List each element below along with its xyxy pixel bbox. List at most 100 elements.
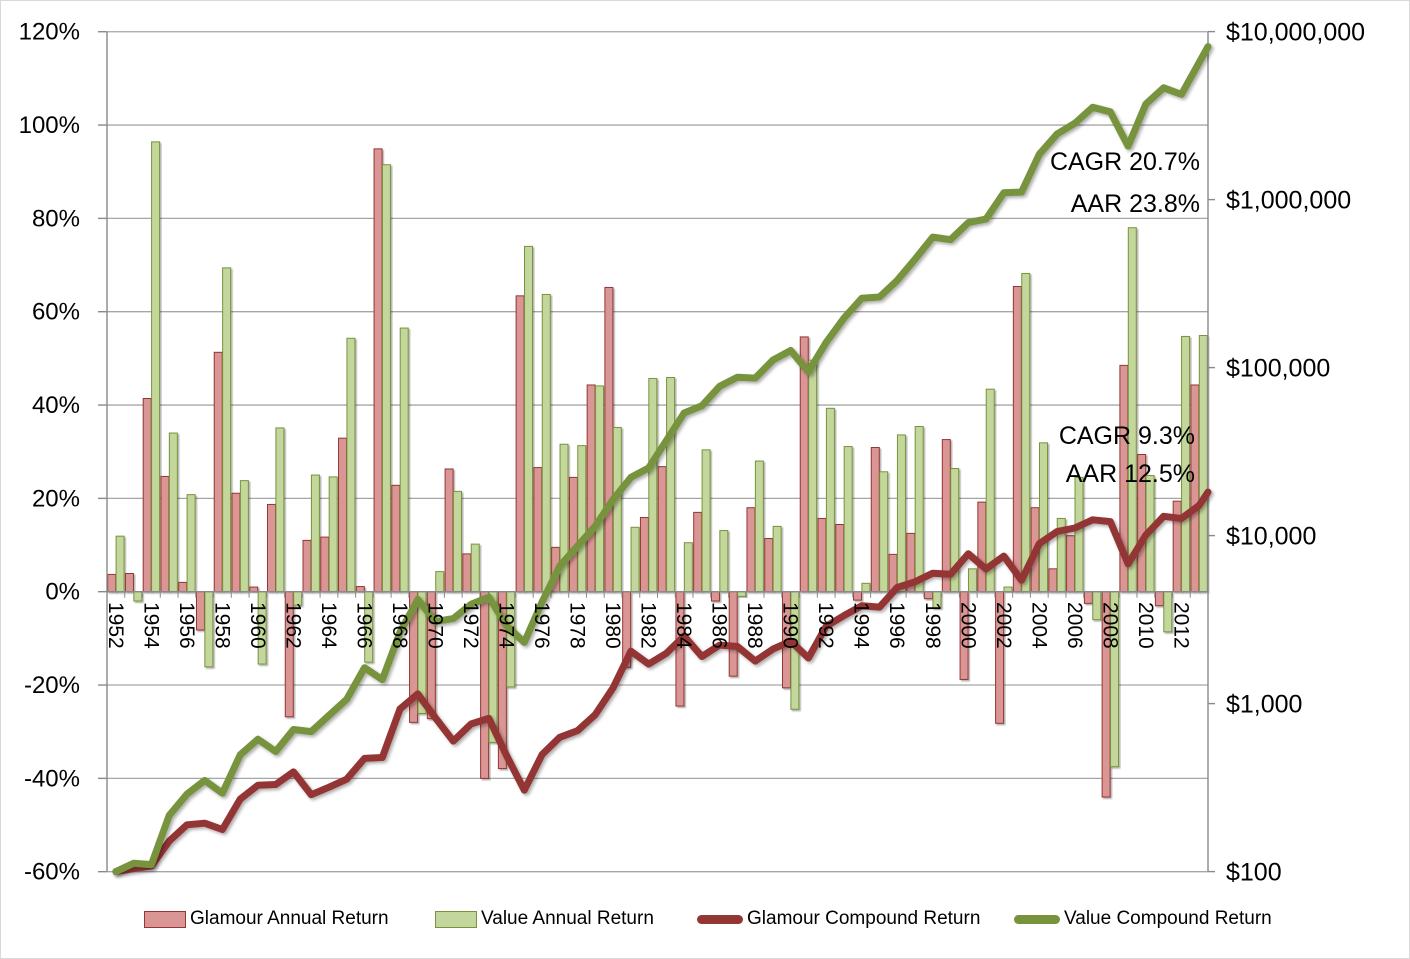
bar-glamour-1998 bbox=[924, 591, 934, 600]
bar-value-2000 bbox=[967, 568, 977, 593]
left-axis-label: 120% bbox=[19, 19, 80, 46]
bar-glamour-1963 bbox=[302, 539, 312, 593]
bar-glamour-1992 bbox=[817, 517, 827, 593]
bar-glamour-1966 bbox=[355, 586, 365, 593]
bar-glamour-1965 bbox=[338, 437, 348, 593]
value-cagr-text: CAGR 20.7% bbox=[1049, 148, 1200, 176]
bar-value-2009 bbox=[1127, 227, 1137, 593]
x-axis-year-label: 1992 bbox=[814, 602, 837, 649]
x-axis-year-label: 1998 bbox=[921, 602, 944, 649]
bar-value-1991 bbox=[808, 359, 818, 593]
bar-value-1971 bbox=[452, 490, 462, 593]
x-axis-year-label: 1984 bbox=[672, 602, 695, 649]
bar-value-1972 bbox=[470, 543, 480, 593]
bar-glamour-1964 bbox=[320, 536, 330, 593]
bar-value-1988 bbox=[754, 460, 764, 593]
x-axis-year-label: 1960 bbox=[246, 602, 269, 649]
bar-value-1986 bbox=[719, 530, 729, 593]
x-axis-year-label: 1970 bbox=[424, 602, 447, 649]
value-compound-line bbox=[112, 43, 1212, 876]
bar-glamour-1954 bbox=[142, 398, 152, 593]
right-axis-label: $10,000,000 bbox=[1226, 19, 1365, 47]
bar-value-1953 bbox=[133, 591, 143, 602]
left-axis-label: 40% bbox=[32, 392, 80, 419]
left-axis-label: 80% bbox=[32, 205, 80, 232]
value-aar-text: AAR 23.8% bbox=[1070, 190, 1200, 218]
bar-glamour-1955 bbox=[160, 475, 170, 593]
left-axis-label: 0% bbox=[45, 579, 80, 606]
x-axis-year-label: 1990 bbox=[779, 602, 802, 649]
left-axis-label: 100% bbox=[19, 112, 80, 139]
bar-value-1967 bbox=[381, 164, 391, 593]
bar-glamour-1982 bbox=[639, 517, 649, 593]
bar-value-1976 bbox=[541, 293, 551, 593]
bar-value-1992 bbox=[825, 407, 835, 593]
bar-value-1995 bbox=[879, 471, 889, 593]
right-axis-label: $1,000,000 bbox=[1226, 187, 1351, 215]
bar-glamour-1985 bbox=[693, 511, 703, 593]
glamour-aar-text: AAR 12.5% bbox=[1065, 460, 1195, 488]
x-axis-year-label: 1974 bbox=[495, 602, 518, 649]
bar-value-1978 bbox=[577, 445, 587, 593]
bar-glamour-1993 bbox=[835, 524, 845, 593]
legend-item-value-compound: Value Compound Return bbox=[1014, 904, 1272, 934]
bar-glamour-1999 bbox=[941, 439, 951, 593]
bar-value-1993 bbox=[843, 446, 853, 593]
legend-label: Glamour Compound Return bbox=[747, 908, 981, 929]
bar-value-1954 bbox=[151, 141, 161, 593]
bar-value-1970 bbox=[435, 571, 445, 593]
x-axis-year-label: 2012 bbox=[1169, 602, 1192, 649]
x-axis-year-label: 1964 bbox=[317, 602, 340, 649]
bar-value-1994 bbox=[861, 582, 871, 593]
bar-value-1955 bbox=[168, 432, 178, 593]
x-axis-year-label: 1954 bbox=[139, 602, 162, 649]
bar-value-1982 bbox=[648, 377, 658, 593]
bar-glamour-2003 bbox=[1012, 286, 1022, 593]
bar-glamour-1986 bbox=[710, 591, 720, 602]
x-axis-year-label: 1956 bbox=[175, 602, 198, 649]
bar-glamour-1953 bbox=[124, 573, 134, 593]
x-axis-year-label: 2002 bbox=[992, 602, 1015, 649]
legend-label: Value Compound Return bbox=[1064, 908, 1272, 929]
bar-glamour-1983 bbox=[657, 466, 667, 593]
bar-glamour-1967 bbox=[373, 148, 383, 593]
bar-value-1984 bbox=[683, 542, 693, 593]
legend-label: Glamour Annual Return bbox=[190, 908, 389, 929]
x-axis-year-label: 1982 bbox=[637, 602, 660, 649]
value-compound-swatch-icon bbox=[1014, 914, 1060, 924]
x-axis-year-label: 1968 bbox=[388, 602, 411, 649]
left-axis-label: -40% bbox=[24, 765, 80, 792]
glamour-cagr-text: CAGR 9.3% bbox=[1058, 422, 1195, 450]
left-axis-label: 60% bbox=[32, 299, 80, 326]
left-axis-label: 20% bbox=[32, 485, 80, 512]
legend-item-glamour-compound: Glamour Compound Return bbox=[697, 904, 980, 934]
x-axis-year-label: 1966 bbox=[352, 602, 375, 649]
bar-value-2004 bbox=[1038, 442, 1048, 593]
x-axis-year-label: 2006 bbox=[1063, 602, 1086, 649]
bar-value-1983 bbox=[666, 377, 676, 593]
bar-value-1965 bbox=[346, 337, 356, 593]
legend: Glamour Annual Return Value Annual Retur… bbox=[1, 904, 1409, 938]
right-axis-label: $100,000 bbox=[1226, 355, 1330, 383]
bar-glamour-1991 bbox=[799, 336, 809, 593]
bar-glamour-1979 bbox=[586, 384, 596, 593]
x-axis-year-label: 1962 bbox=[281, 602, 304, 649]
x-axis-year-label: 1980 bbox=[601, 602, 624, 649]
bar-value-1961 bbox=[275, 427, 285, 593]
bar-value-1997 bbox=[914, 426, 924, 593]
x-axis-year-label: 2010 bbox=[1134, 602, 1157, 649]
x-axis-year-label: 1976 bbox=[530, 602, 553, 649]
glamour-performance-annotation: CAGR 9.3% AAR 12.5% bbox=[1059, 417, 1195, 493]
bar-value-1980 bbox=[612, 426, 622, 593]
x-axis-year-label: 1988 bbox=[743, 602, 766, 649]
glamour-compound-line bbox=[112, 488, 1212, 876]
bar-glamour-1958 bbox=[213, 351, 223, 593]
bar-value-1959 bbox=[239, 480, 249, 593]
bar-value-1975 bbox=[524, 245, 534, 593]
bar-glamour-1980 bbox=[604, 286, 614, 593]
bar-value-1952 bbox=[115, 535, 125, 593]
x-axis-year-label: 1996 bbox=[885, 602, 908, 649]
x-axis-year-label: 2008 bbox=[1098, 602, 1121, 649]
